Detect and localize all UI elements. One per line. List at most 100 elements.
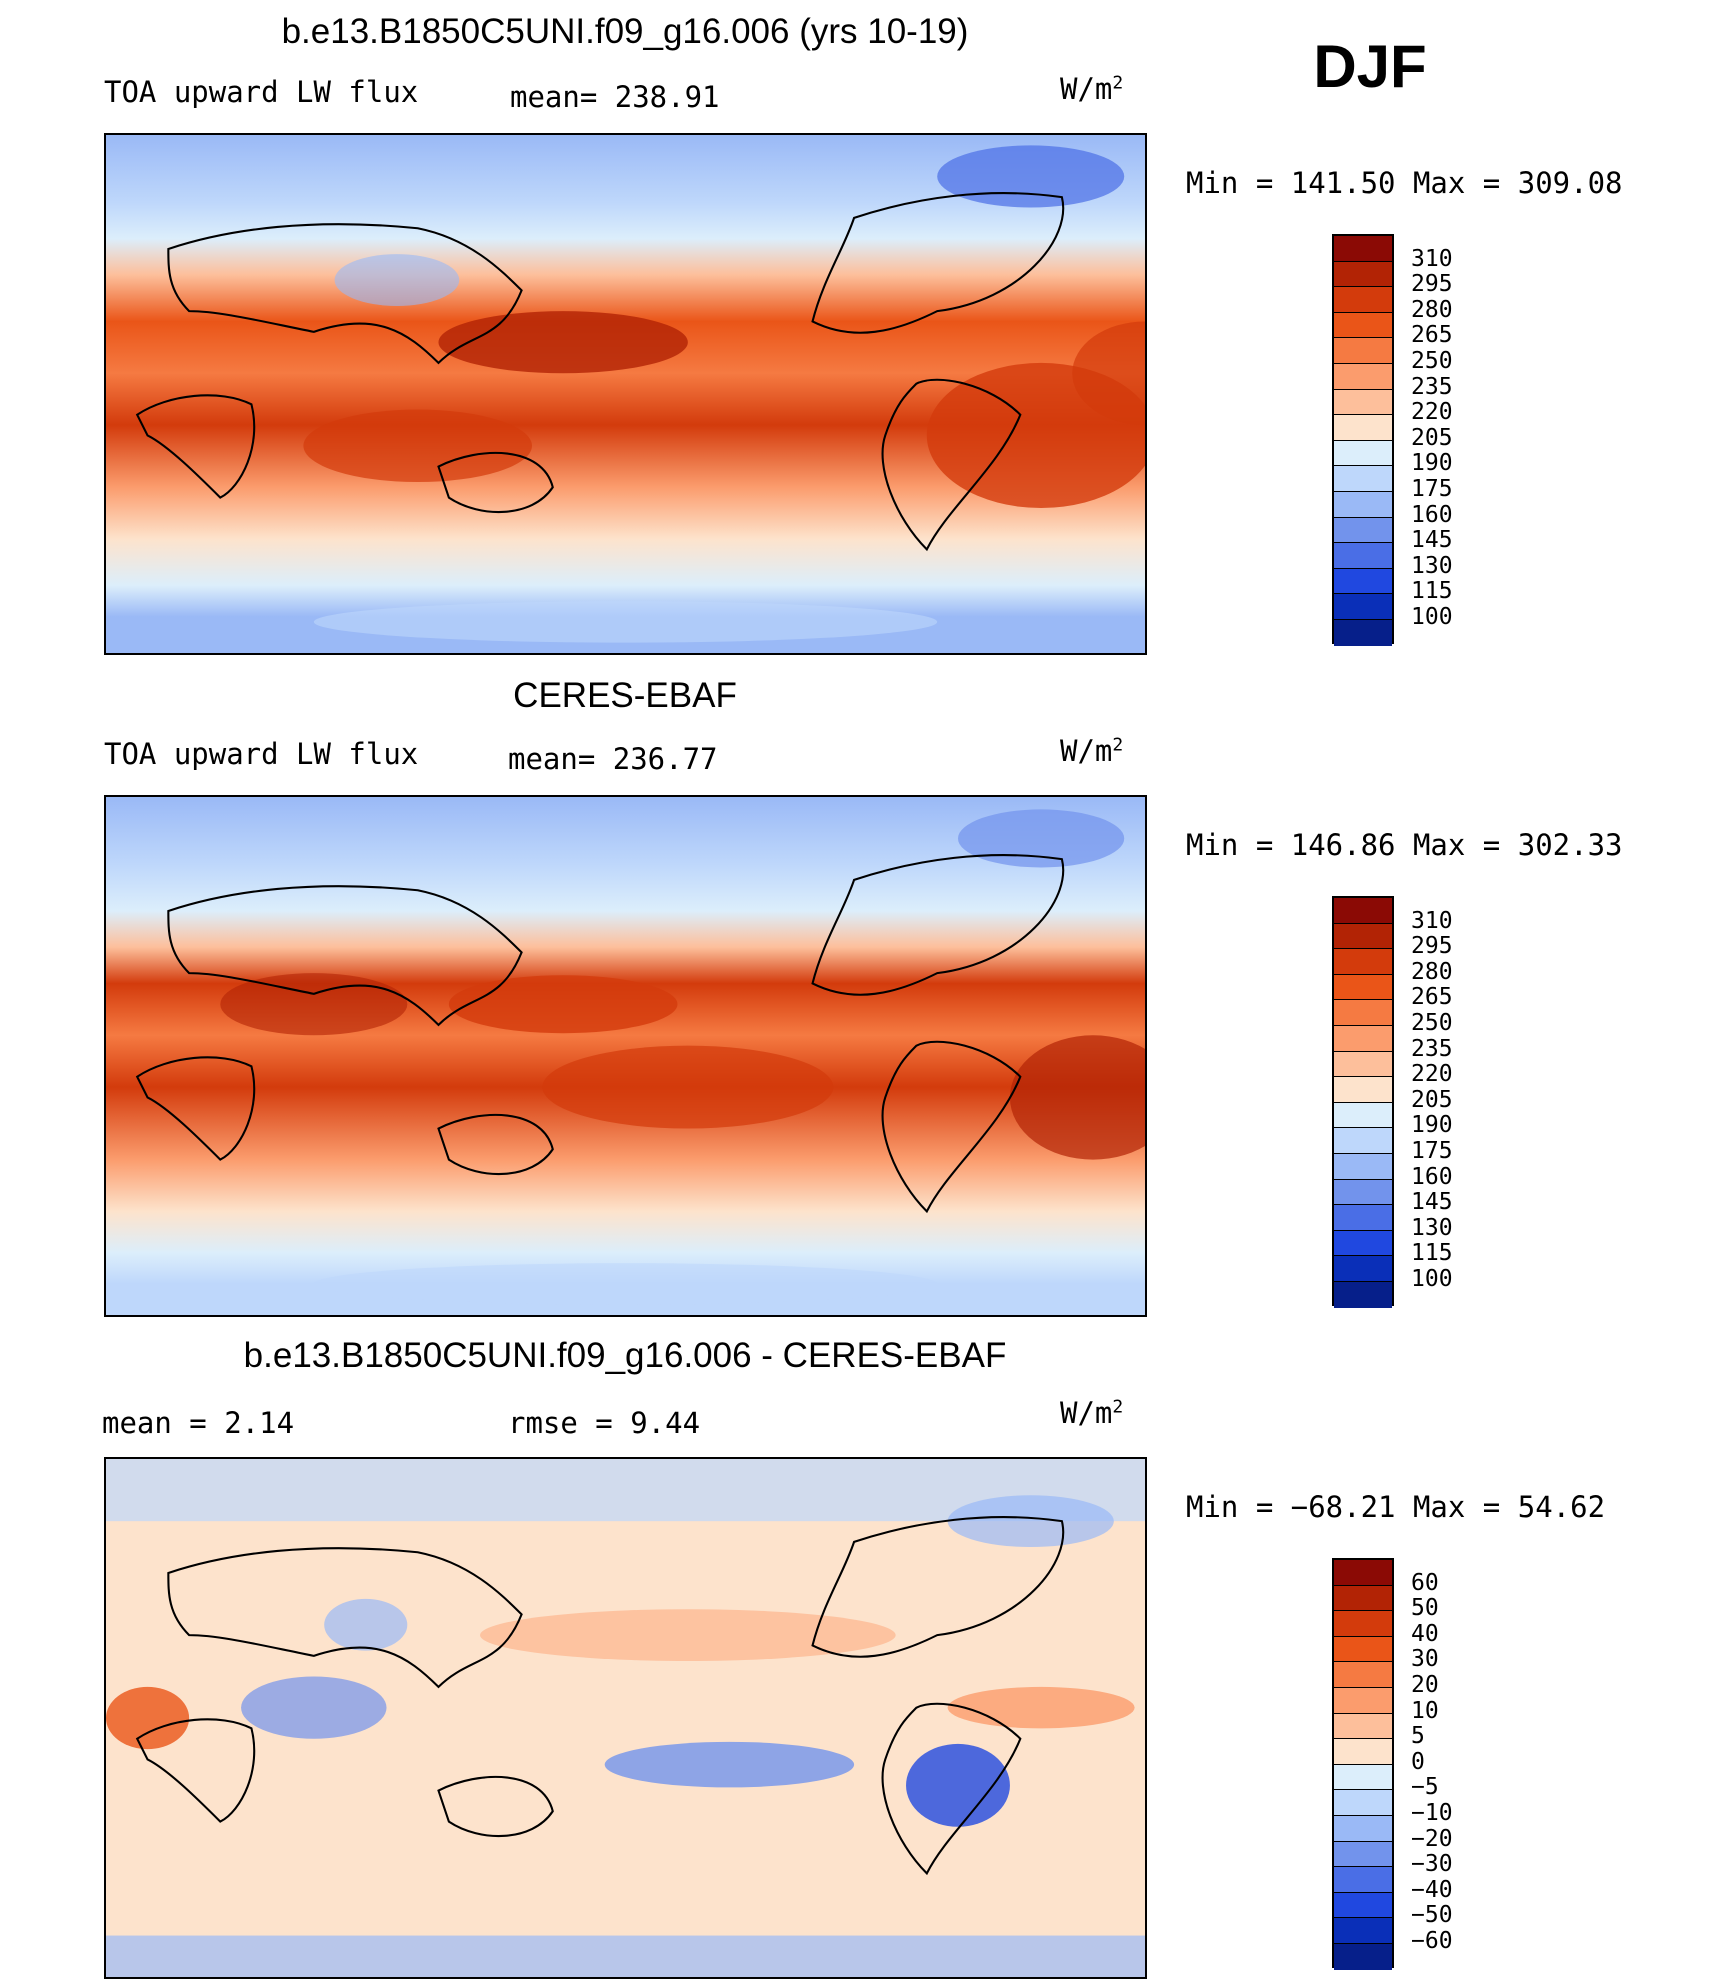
colorbar-swatch [1334, 1943, 1392, 1970]
colorbar-swatch [1334, 1790, 1392, 1816]
panel1-map [104, 133, 1147, 655]
panel3-units-label: W/m2 [1060, 1396, 1124, 1430]
colorbar-tick-label: 205 [1411, 424, 1453, 451]
colorbar-tick-label: 235 [1411, 373, 1453, 400]
colorbar-tick-label: 130 [1411, 552, 1453, 579]
colorbar-swatch [1334, 1918, 1392, 1944]
colorbar-swatch [1334, 1179, 1392, 1206]
colorbar-tick-label: 175 [1411, 1138, 1453, 1164]
panel2-mean-label: mean= 236.77 [508, 742, 718, 776]
colorbar-tick-label: 265 [1411, 984, 1453, 1011]
panel2-units-label: W/m2 [1060, 734, 1124, 768]
colorbar-tick-label: 40 [1411, 1620, 1439, 1647]
colorbar-swatch [1334, 491, 1392, 518]
colorbar-swatch [1334, 543, 1392, 569]
colorbar-tick-label: 100 [1411, 604, 1453, 630]
colorbar-tick-label: 295 [1411, 271, 1453, 298]
panel2-variable-label: TOA upward LW flux [104, 737, 419, 771]
colorbar-swatch [1334, 363, 1392, 390]
colorbar-swatch [1334, 236, 1392, 262]
colorbar-swatch [1334, 949, 1392, 975]
panel2-title: CERES-EBAF [513, 676, 737, 715]
colorbar-swatch [1334, 1000, 1392, 1026]
colorbar-swatch [1334, 261, 1392, 288]
colorbar-tick-label: −20 [1411, 1825, 1453, 1852]
panel1-units-label: W/m2 [1060, 72, 1124, 106]
colorbar-swatch [1334, 568, 1392, 595]
colorbar-tick-label: 310 [1411, 907, 1453, 934]
panel3-minmax-label: Min = −68.21 Max = 54.62 [1186, 1490, 1606, 1524]
colorbar-swatch [1334, 1560, 1392, 1586]
colorbar-tick-label: −60 [1411, 1928, 1453, 1954]
colorbar-swatch [1334, 440, 1392, 467]
colorbar-tick-label: 175 [1411, 476, 1453, 502]
colorbar-tick-label: 160 [1411, 501, 1453, 528]
colorbar-swatch [1334, 1687, 1392, 1714]
colorbar-swatch [1334, 1585, 1392, 1612]
colorbar-swatch [1334, 1025, 1392, 1052]
colorbar-swatch [1334, 1077, 1392, 1103]
colorbar-tick-label: −40 [1411, 1876, 1453, 1903]
colorbar-tick-label: 190 [1411, 450, 1453, 477]
season-label: DJF [1313, 33, 1427, 100]
colorbar-swatch [1334, 312, 1392, 339]
panel1-minmax-label: Min = 141.50 Max = 309.08 [1186, 166, 1623, 200]
colorbar-swatch [1334, 923, 1392, 950]
colorbar-tick-label: 280 [1411, 958, 1453, 985]
colorbar-tick-label: 220 [1411, 399, 1453, 426]
colorbar-tick-label: −10 [1411, 1800, 1453, 1826]
colorbar-tick-label: 5 [1411, 1723, 1425, 1750]
colorbar-swatch [1334, 1713, 1392, 1740]
colorbar-swatch [1334, 338, 1392, 364]
colorbar-swatch [1334, 1764, 1392, 1791]
colorbar-tick-label: 280 [1411, 296, 1453, 323]
colorbar-swatch [1334, 1867, 1392, 1893]
panel2-minmax-label: Min = 146.86 Max = 302.33 [1186, 828, 1623, 862]
colorbar-swatch [1334, 1051, 1392, 1078]
panel3-mean-label: mean = 2.14 [102, 1406, 295, 1440]
colorbar-tick-label: 60 [1411, 1569, 1439, 1596]
colorbar-tick-label: 160 [1411, 1163, 1453, 1190]
colorbar-tick-label: 295 [1411, 933, 1453, 960]
colorbar-tick-label: 100 [1411, 1266, 1453, 1292]
colorbar-tick-label: 220 [1411, 1061, 1453, 1088]
colorbar-tick-label: 130 [1411, 1214, 1453, 1241]
colorbar-swatch [1334, 287, 1392, 313]
colorbar-swatch [1334, 389, 1392, 416]
colorbar-swatch [1334, 619, 1392, 646]
panel1-variable-label: TOA upward LW flux [104, 75, 419, 109]
colorbar-swatch [1334, 415, 1392, 441]
colorbar-tick-label: 145 [1411, 527, 1453, 554]
colorbar-tick-label: −50 [1411, 1902, 1453, 1929]
colorbar-swatch [1334, 1281, 1392, 1308]
colorbar-swatch [1334, 1205, 1392, 1231]
colorbar-swatch [1334, 1892, 1392, 1919]
panel3-rmse-label: rmse = 9.44 [508, 1406, 701, 1440]
colorbar-tick-label: 310 [1411, 245, 1453, 272]
colorbar-tick-label: 250 [1411, 348, 1453, 374]
colorbar-swatch [1334, 1841, 1392, 1868]
colorbar-swatch [1334, 1230, 1392, 1257]
colorbar-tick-label: 115 [1411, 578, 1453, 605]
colorbar-tick-label: −5 [1411, 1774, 1439, 1801]
colorbar-tick-label: 115 [1411, 1240, 1453, 1267]
panel1-title: b.e13.B1850C5UNI.f09_g16.006 (yrs 10-19) [281, 12, 969, 51]
colorbar-swatch [1334, 1153, 1392, 1180]
colorbar-swatch [1334, 1815, 1392, 1842]
colorbar-swatch [1334, 1662, 1392, 1688]
panel3-map [104, 1457, 1147, 1979]
colorbar-tick-label: 20 [1411, 1672, 1439, 1698]
colorbar-swatch [1334, 466, 1392, 492]
panel3-colorbar [1332, 1558, 1394, 1970]
colorbar-tick-label: 10 [1411, 1697, 1439, 1724]
colorbar-swatch [1334, 974, 1392, 1001]
colorbar-tick-label: 205 [1411, 1086, 1453, 1113]
colorbar-swatch [1334, 1636, 1392, 1663]
colorbar-swatch [1334, 594, 1392, 620]
colorbar-tick-label: 50 [1411, 1595, 1439, 1622]
colorbar-tick-label: 30 [1411, 1646, 1439, 1673]
colorbar-tick-label: 265 [1411, 322, 1453, 349]
colorbar-tick-label: 0 [1411, 1748, 1425, 1775]
colorbar-swatch [1334, 1611, 1392, 1637]
panel3-title: b.e13.B1850C5UNI.f09_g16.006 - CERES-EBA… [243, 1336, 1007, 1375]
